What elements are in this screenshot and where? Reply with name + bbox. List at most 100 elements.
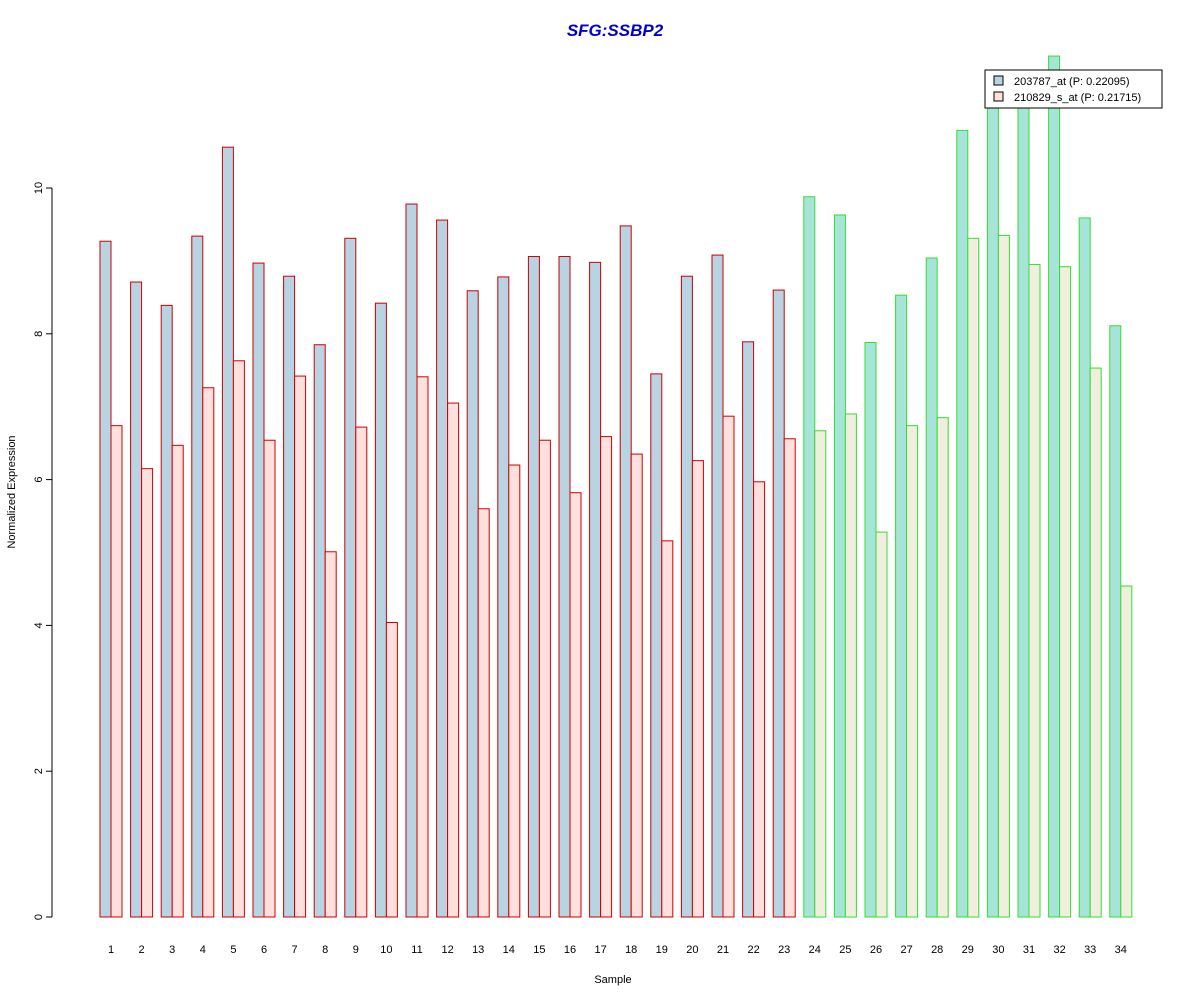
bar-series-2-sample-12 <box>447 402 460 918</box>
bar-series-1-sample-8 <box>313 344 326 918</box>
x-tick-label: 17 <box>594 944 606 956</box>
x-tick-labels: 1 2 3 4 5 6 7 8 9 10 11 12 13 14 15 16 17 18 19 20 21 22 23 24 2… <box>108 944 1127 956</box>
bar-series-2-sample-22 <box>753 481 766 918</box>
x-tick-label: 26 <box>870 944 882 956</box>
x-tick-label: 16 <box>564 944 576 956</box>
x-tick-label: 30 <box>992 944 1004 956</box>
bar-series-1-sample-13 <box>466 290 479 918</box>
bar-series-2-sample-25 <box>844 413 857 918</box>
x-tick-label: 22 <box>747 944 759 956</box>
x-tick-label: 3 <box>169 944 175 956</box>
y-tick-label: 4 <box>33 622 45 628</box>
y-tick-label: 8 <box>33 331 45 337</box>
x-tick-label: 28 <box>931 944 943 956</box>
bar-series-1-sample-15 <box>527 256 540 918</box>
bar-series-1-sample-19 <box>650 373 663 918</box>
bar-series-2-sample-30 <box>997 234 1010 918</box>
bar-series-2-sample-15 <box>538 439 551 918</box>
bar-series-2-sample-6 <box>263 439 276 918</box>
legend-swatch-series-1 <box>993 75 1004 86</box>
bar-series-1-sample-29 <box>956 129 969 918</box>
bar-series-1-sample-27 <box>895 294 908 918</box>
bar-series-2-sample-27 <box>906 425 919 918</box>
x-tick-label: 1 <box>108 944 114 956</box>
x-tick-label: 7 <box>292 944 298 956</box>
bar-series-2-sample-24 <box>814 430 827 918</box>
bar-series-1-sample-31 <box>1017 106 1030 918</box>
bar-series-1-sample-23 <box>772 289 785 918</box>
x-tick-label: 25 <box>839 944 851 956</box>
x-tick-label: 8 <box>322 944 328 956</box>
bar-series-2-sample-3 <box>171 444 184 918</box>
x-tick-label: 29 <box>962 944 974 956</box>
y-tick-label: 0 <box>33 914 45 920</box>
x-tick-label: 6 <box>261 944 267 956</box>
x-tick-label: 13 <box>472 944 484 956</box>
x-tick-label: 20 <box>686 944 698 956</box>
bar-series-2-sample-32 <box>1059 266 1072 918</box>
y-axis-label: Normalized Expression <box>6 435 18 548</box>
bar-series-2-sample-29 <box>967 237 980 918</box>
y-tick-label: 2 <box>33 768 45 774</box>
bar-series-2-sample-31 <box>1028 264 1041 918</box>
bar-series-1-sample-25 <box>833 214 846 918</box>
bar-series-2-sample-34 <box>1120 585 1133 918</box>
x-tick-label: 15 <box>533 944 545 956</box>
bar-series-1-sample-4 <box>191 235 204 918</box>
bar-series-2-sample-14 <box>508 464 521 918</box>
x-tick-label: 31 <box>1023 944 1035 956</box>
x-tick-label: 23 <box>778 944 790 956</box>
bar-series-1-sample-24 <box>803 196 816 918</box>
bar-series-2-sample-13 <box>477 508 490 918</box>
bar-series-1-sample-1 <box>99 240 112 918</box>
bar-series-1-sample-20 <box>680 275 693 918</box>
bar-series-1-sample-11 <box>405 203 418 918</box>
bar-series-1-sample-32 <box>1048 55 1061 918</box>
x-tick-label: 5 <box>230 944 236 956</box>
bar-series-1-sample-14 <box>497 276 510 918</box>
y-tick-label: 6 <box>33 477 45 483</box>
bar-series-2-sample-21 <box>722 415 735 918</box>
bar-series-1-sample-30 <box>986 106 999 918</box>
bar-series-2-sample-2 <box>141 468 154 918</box>
bar-series-2-sample-5 <box>232 360 245 918</box>
legend-box <box>984 69 1163 109</box>
bar-series-2-sample-1 <box>110 425 123 918</box>
bar-series-2-sample-16 <box>569 492 582 918</box>
bar-series-1-sample-33 <box>1078 217 1091 918</box>
bar-series-2-sample-4 <box>202 387 215 918</box>
y-tick-label: 10 <box>33 182 45 194</box>
x-tick-label: 34 <box>1115 944 1127 956</box>
legend-label-series-2: 210829_s_at (P: 0.21715) <box>1014 92 1141 104</box>
bar-series-2-sample-23 <box>783 438 796 918</box>
x-axis-label: Sample <box>594 974 631 986</box>
legend-swatch-series-2 <box>993 91 1004 102</box>
bar-series-2-sample-19 <box>661 540 674 918</box>
x-tick-label: 18 <box>625 944 637 956</box>
bar-series-1-sample-28 <box>925 257 938 918</box>
x-tick-label: 24 <box>809 944 821 956</box>
x-tick-label: 14 <box>503 944 515 956</box>
x-tick-label: 2 <box>139 944 145 956</box>
bar-series-1-sample-21 <box>711 254 724 918</box>
bars <box>99 55 1133 918</box>
x-tick-label: 21 <box>717 944 729 956</box>
bar-series-2-sample-28 <box>936 417 949 918</box>
bar-series-1-sample-2 <box>130 281 143 918</box>
bar-series-2-sample-20 <box>691 460 704 918</box>
bar-series-1-sample-6 <box>252 262 265 918</box>
x-tick-label: 11 <box>411 944 422 956</box>
bar-series-1-sample-10 <box>374 302 387 918</box>
bar-series-1-sample-7 <box>283 275 296 918</box>
chart-title: SFG:SSBP2 <box>567 21 664 40</box>
bar-series-2-sample-11 <box>416 376 429 918</box>
bar-series-2-sample-8 <box>324 551 337 918</box>
legend-label-series-1: 203787_at (P: 0.22095) <box>1014 76 1130 88</box>
y-axis: 0 2 4 6 8 10 <box>33 182 53 920</box>
bar-series-1-sample-12 <box>436 219 449 918</box>
bar-series-1-sample-17 <box>589 261 602 918</box>
bar-series-2-sample-17 <box>600 436 613 918</box>
x-tick-label: 9 <box>353 944 359 956</box>
bar-series-1-sample-22 <box>742 341 755 918</box>
